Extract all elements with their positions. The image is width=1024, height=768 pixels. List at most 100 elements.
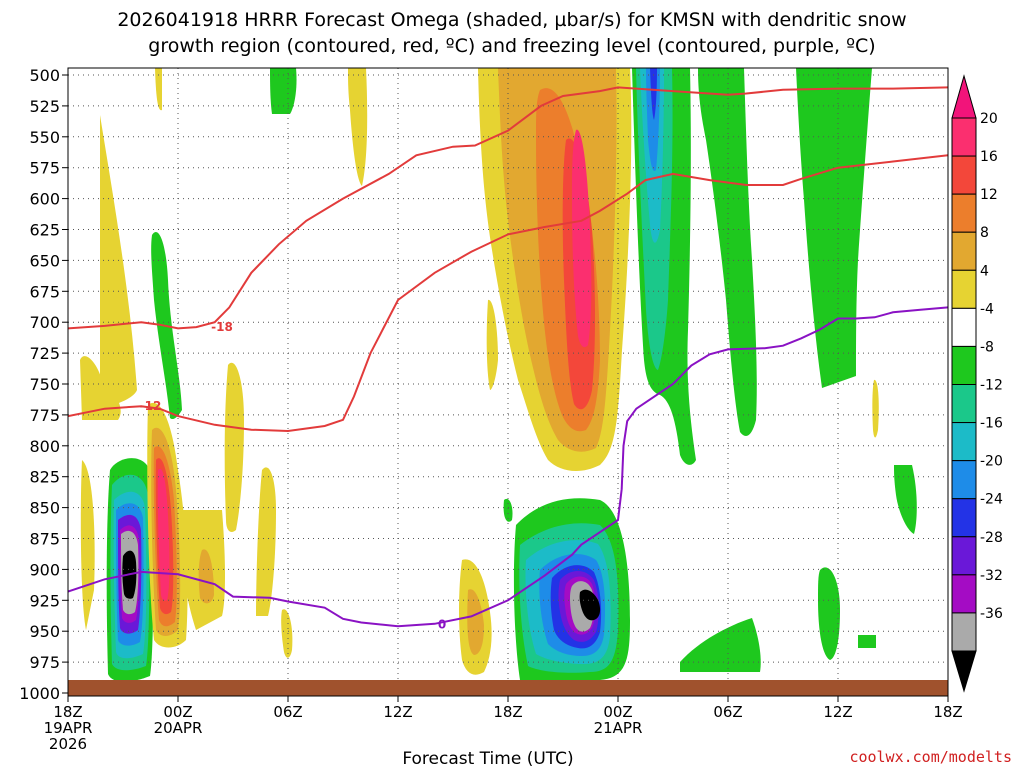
dendritic-contour-label: -18 [211, 320, 233, 334]
y-tick-label: 850 [29, 499, 60, 518]
colorbar-segment [951, 536, 977, 576]
colorbar-segment [951, 422, 977, 462]
pressure-axis: 500 525 550 575 600 625 650 675 700 725 750 775 800 8… [19, 66, 68, 703]
omega-fill-sinking-small-3 [680, 618, 761, 672]
colorbar-label: -24 [980, 492, 1003, 508]
y-tick-label: 700 [29, 313, 60, 332]
omega-fill-rising-cell-3 [256, 467, 276, 616]
omega-fill-rising-cell-5b [467, 589, 484, 655]
y-tick-label: 925 [29, 591, 60, 610]
chart-title-line-2: growth region (contoured, red, ºC) and f… [148, 35, 875, 57]
dendritic-contour-line [68, 154, 948, 433]
x-tick-label: 21APR [594, 719, 643, 737]
y-tick-label: 650 [29, 251, 60, 270]
colorbar-segment [951, 498, 977, 538]
credit-label: coolwx.com/modelts [849, 748, 1012, 766]
colorbar-label: -8 [980, 339, 994, 355]
dendritic-contour-label: -12 [140, 399, 162, 413]
colorbar-label: 20 [980, 111, 998, 127]
omega-fill-rising-small-2 [872, 379, 879, 438]
colorbar-segment [951, 612, 977, 652]
y-tick-label: 825 [29, 468, 60, 487]
x-tick-label: 00Z [603, 703, 632, 721]
omega-fill-sinking-small-5 [858, 635, 876, 648]
terrain-band [68, 680, 948, 696]
x-tick-label: 06Z [273, 703, 302, 721]
colorbar-segment [951, 231, 977, 271]
freezing-level-label: 0 [438, 618, 446, 632]
colorbar-label: -36 [980, 606, 1003, 622]
x-tick-label: 19APR [44, 719, 93, 737]
y-tick-label: 1000 [19, 684, 60, 703]
y-tick-label: 950 [29, 622, 60, 641]
x-tick-label: 00Z [163, 703, 192, 721]
colorbar-label: -32 [980, 568, 1003, 584]
omega-fill-sinking-small-4 [894, 465, 917, 534]
colorbar-segment [951, 307, 977, 347]
omega-fill-sinking-column-3 [796, 68, 872, 388]
colorbar-label: 16 [980, 149, 998, 165]
colorbar-top-arrow [951, 74, 977, 119]
colorbar-segment [951, 384, 977, 424]
omega-fill-rising-early [100, 115, 137, 410]
y-tick-label: 625 [29, 221, 60, 240]
omega-fill-sinking-small-2 [818, 567, 840, 660]
dendritic-growth-contours: -18 -12 [68, 86, 948, 433]
x-tick-label: 18Z [53, 703, 82, 721]
x-tick-label: 12Z [823, 703, 852, 721]
x-tick-label: 20APR [154, 719, 203, 737]
y-tick-label: 800 [29, 437, 60, 456]
x-tick-label: 18Z [933, 703, 962, 721]
omega-fill-sinking-column-e [650, 68, 657, 120]
omega-fill-rising-top-1 [155, 68, 162, 111]
chart-title-line-1: 2026041918 HRRR Forecast Omega (shaded, … [117, 9, 906, 31]
freezing-level-contour: 0 [68, 306, 948, 632]
dendritic-contour-line [68, 86, 948, 330]
omega-fill-sinking-column-d [646, 68, 660, 171]
x-axis-label: Forecast Time (UTC) [402, 749, 573, 768]
y-tick-label: 600 [29, 190, 60, 209]
colorbar-label: 4 [980, 263, 989, 279]
colorbar-label: -4 [980, 301, 994, 317]
colorbar-label: -12 [980, 378, 1003, 394]
x-tick-label: 2026 [49, 735, 87, 753]
freezing-level-line [68, 306, 948, 628]
omega-fill-sinking-small [503, 498, 513, 522]
omega-fill-sinking-cell-2i [579, 589, 601, 621]
omega-fill-rising-cell-2 [224, 362, 244, 532]
x-tick-label: 12Z [383, 703, 412, 721]
y-tick-label: 975 [29, 653, 60, 672]
omega-colorbar: 20 16 12 8 4 -4 -8 -12 -16 -20 -24 -28 -32 -36 [951, 74, 1003, 693]
colorbar-segment [951, 269, 977, 309]
colorbar-segment [951, 155, 977, 195]
omega-fill-rising-main-f [486, 299, 498, 390]
colorbar-segment [951, 574, 977, 614]
omega-fill-rising-early-3 [80, 460, 95, 630]
omega-fill-rising-main-e [572, 129, 592, 348]
y-tick-label: 775 [29, 406, 60, 425]
y-tick-label: 875 [29, 530, 60, 549]
colorbar-segment [951, 117, 977, 157]
colorbar-segment [951, 460, 977, 500]
y-tick-label: 550 [29, 128, 60, 147]
colorbar-label: 12 [980, 187, 998, 203]
x-tick-label: 18Z [493, 703, 522, 721]
omega-fill-rising-cell-4 [281, 609, 293, 658]
y-tick-label: 675 [29, 282, 60, 301]
omega-fill-rising-cell-1e [157, 468, 170, 601]
omega-fill-rising-early-2 [80, 356, 121, 420]
colorbar-label: -16 [980, 416, 1003, 432]
y-tick-label: 525 [29, 97, 60, 116]
colorbar-bottom-arrow [951, 650, 977, 693]
y-tick-label: 750 [29, 375, 60, 394]
omega-fill-rising-cell-1g [198, 549, 214, 604]
plot-area: -18 -12 0 [68, 68, 948, 696]
colorbar-label: -20 [980, 454, 1003, 470]
y-tick-label: 575 [29, 159, 60, 178]
omega-fill-rising-top-2 [348, 68, 368, 186]
omega-fill-sinking-column-2 [698, 68, 757, 436]
colorbar-segment [951, 345, 977, 385]
colorbar-label: -28 [980, 530, 1003, 546]
